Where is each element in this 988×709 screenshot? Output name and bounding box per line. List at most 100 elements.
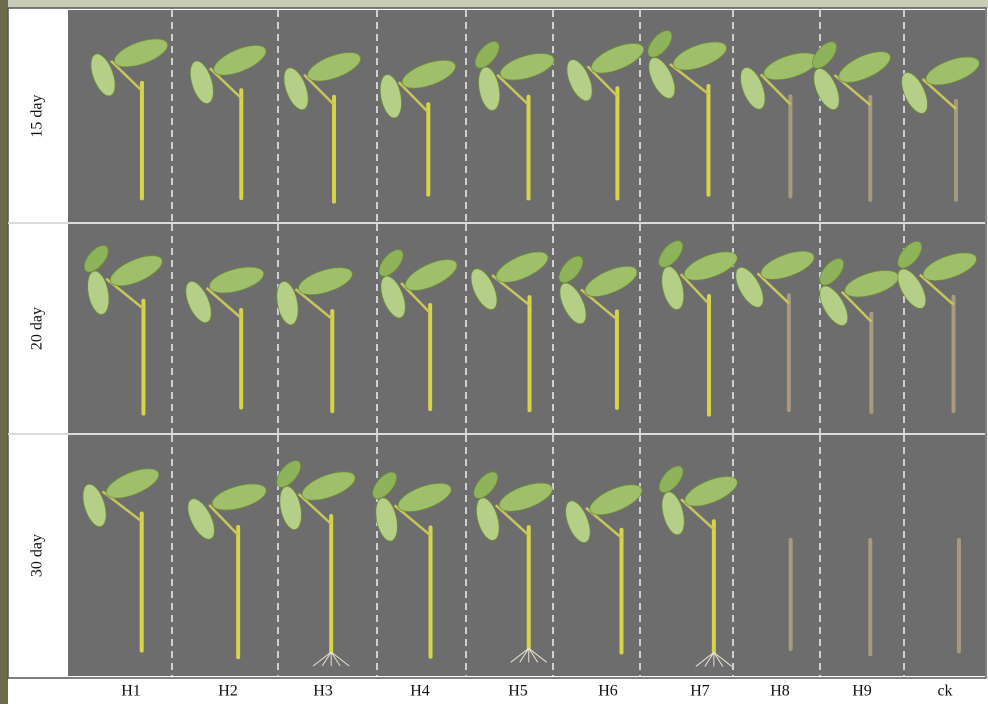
petiole [756, 272, 790, 305]
root [695, 652, 715, 667]
column-label: H4 [410, 683, 430, 700]
leaf [474, 41, 500, 69]
leaf [812, 41, 837, 69]
petiole [494, 504, 530, 537]
petiole [297, 493, 333, 525]
leaf [584, 265, 638, 297]
leaf [498, 482, 553, 512]
leaf [565, 500, 591, 543]
column-label: H8 [770, 683, 790, 700]
leaf [187, 498, 215, 540]
left-edge [0, 0, 8, 704]
petiole [208, 67, 243, 100]
leaf [397, 482, 452, 512]
leaf [189, 60, 214, 104]
leaf [819, 285, 849, 326]
leaf [901, 72, 928, 114]
petiole [110, 59, 143, 92]
leaf [113, 38, 169, 68]
root [330, 651, 350, 667]
leaf [185, 281, 212, 323]
petiole [393, 504, 432, 537]
leaf [473, 471, 499, 499]
leaf [559, 282, 587, 325]
root [528, 648, 539, 663]
petiole [840, 290, 873, 323]
leaf [109, 255, 163, 287]
leaf [925, 56, 980, 86]
leaf [819, 258, 845, 286]
column-label: H5 [508, 683, 528, 700]
column-label: H2 [218, 683, 238, 700]
leaf [276, 281, 299, 326]
leaf [735, 267, 764, 308]
petiole [759, 73, 792, 106]
leaf [760, 250, 815, 280]
leaf [558, 255, 584, 284]
petiole [205, 287, 242, 319]
leaf [301, 471, 356, 501]
leaf [404, 259, 458, 291]
petiole [918, 273, 955, 306]
petiole [303, 73, 335, 106]
root [312, 651, 332, 667]
leaf [372, 471, 397, 500]
leaf [276, 460, 302, 488]
leaf [897, 241, 923, 269]
leaf [566, 59, 593, 102]
petiole [397, 81, 430, 114]
leaf [589, 484, 643, 516]
petiole [496, 73, 530, 106]
leaf [590, 43, 645, 74]
root [330, 651, 341, 667]
root [713, 652, 724, 667]
photo-row [68, 435, 985, 676]
leaf [647, 30, 673, 58]
leaf [401, 59, 456, 89]
row-label: 30 day [29, 534, 46, 577]
top-strip [0, 0, 988, 8]
leaf [922, 252, 977, 281]
leaf [838, 51, 891, 83]
root [519, 648, 530, 663]
leaf [283, 67, 309, 111]
column-label: H7 [690, 683, 710, 700]
column-label: H9 [852, 683, 872, 700]
root [321, 651, 332, 667]
petiole [400, 282, 432, 314]
petiole [208, 504, 240, 536]
leaf [211, 483, 267, 511]
leaf [499, 53, 555, 81]
photo-panels [8, 10, 985, 676]
root [713, 652, 733, 667]
leaf [307, 52, 361, 82]
leaf [897, 268, 927, 309]
leaf [378, 249, 404, 277]
photo-row [68, 10, 985, 222]
row-label: 20 day [29, 307, 46, 350]
row-label: 15 day [29, 94, 46, 137]
petiole [294, 288, 334, 321]
leaf [495, 251, 549, 283]
leaf [683, 251, 738, 281]
leaf [87, 270, 110, 315]
root [704, 652, 715, 667]
leaf [90, 53, 116, 97]
column-label: H1 [121, 683, 141, 700]
leaf [105, 468, 160, 499]
leaf [83, 245, 109, 273]
column-label: ck [937, 683, 952, 700]
leaf [82, 483, 107, 528]
leaf [379, 74, 402, 119]
petiole [679, 273, 710, 305]
leaf [813, 68, 840, 110]
leaf [740, 67, 766, 110]
leaf [684, 476, 738, 507]
column-label: H6 [598, 683, 618, 700]
root [510, 647, 530, 663]
leaf [213, 45, 267, 76]
labels: 15 day 20 day 30 day H1 H2 H3 H4 H5 H6 H7 H8 H9 ck [29, 94, 953, 699]
leaf [648, 57, 676, 99]
leaf [298, 267, 353, 296]
leaf [470, 268, 498, 310]
